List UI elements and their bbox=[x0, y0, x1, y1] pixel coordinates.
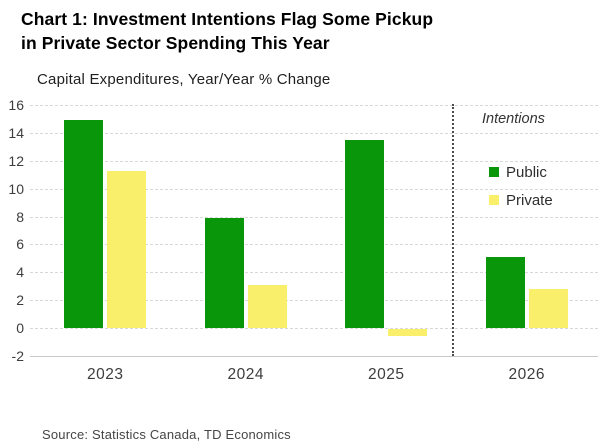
gridline--2 bbox=[30, 356, 598, 357]
intentions-annotation: Intentions bbox=[482, 111, 545, 127]
x-axis-label-2026: 2026 bbox=[508, 366, 545, 383]
chart-subtitle: Capital Expenditures, Year/Year % Change bbox=[37, 71, 331, 88]
bar-private-2024 bbox=[247, 284, 287, 329]
bar-public-2023 bbox=[64, 120, 104, 329]
bar-private-2025 bbox=[388, 329, 428, 337]
gridline-16 bbox=[30, 105, 598, 106]
gridline-2 bbox=[30, 300, 598, 302]
x-axis-label-2024: 2024 bbox=[227, 366, 264, 383]
private-series-swatch bbox=[489, 195, 499, 205]
y-axis-tick-12: 12 bbox=[8, 152, 24, 169]
y-axis-tick-0: 0 bbox=[16, 320, 24, 337]
gridline-0 bbox=[30, 328, 598, 330]
chart-title: Chart 1: Investment Intentions Flag Some… bbox=[21, 9, 434, 53]
gridline-6 bbox=[30, 244, 598, 246]
bar-private-2023 bbox=[107, 170, 147, 329]
x-axis-label-2025: 2025 bbox=[368, 366, 405, 383]
gridline-4 bbox=[30, 272, 598, 274]
gridline-10 bbox=[30, 188, 598, 190]
legend-item-public: Public bbox=[489, 163, 553, 181]
y-axis-tick-16: 16 bbox=[8, 97, 24, 113]
y-axis-tick-10: 10 bbox=[8, 180, 24, 197]
y-axis-tick--2: -2 bbox=[11, 348, 24, 364]
y-axis-tick-6: 6 bbox=[16, 236, 24, 253]
source-note: Source: Statistics Canada, TD Economics bbox=[42, 427, 291, 442]
y-axis-tick-4: 4 bbox=[16, 264, 24, 281]
y-axis-tick-14: 14 bbox=[8, 124, 24, 141]
bar-private-2026 bbox=[528, 289, 568, 329]
intentions-divider-line bbox=[452, 104, 454, 356]
legend-label-public: Public bbox=[506, 163, 547, 181]
public-series-swatch bbox=[489, 167, 499, 177]
x-axis-label-2023: 2023 bbox=[87, 366, 124, 383]
gridline-14 bbox=[30, 132, 598, 134]
legend: Public Private bbox=[489, 164, 553, 220]
gridline-12 bbox=[30, 160, 598, 162]
y-axis-tick-8: 8 bbox=[16, 208, 24, 225]
gridline-8 bbox=[30, 216, 598, 218]
bar-public-2026 bbox=[485, 256, 525, 329]
legend-item-private: Private bbox=[489, 191, 553, 209]
bar-public-2025 bbox=[345, 139, 385, 329]
bar-public-2024 bbox=[204, 217, 244, 329]
legend-label-private: Private bbox=[506, 191, 553, 209]
y-axis-tick-2: 2 bbox=[16, 292, 24, 309]
